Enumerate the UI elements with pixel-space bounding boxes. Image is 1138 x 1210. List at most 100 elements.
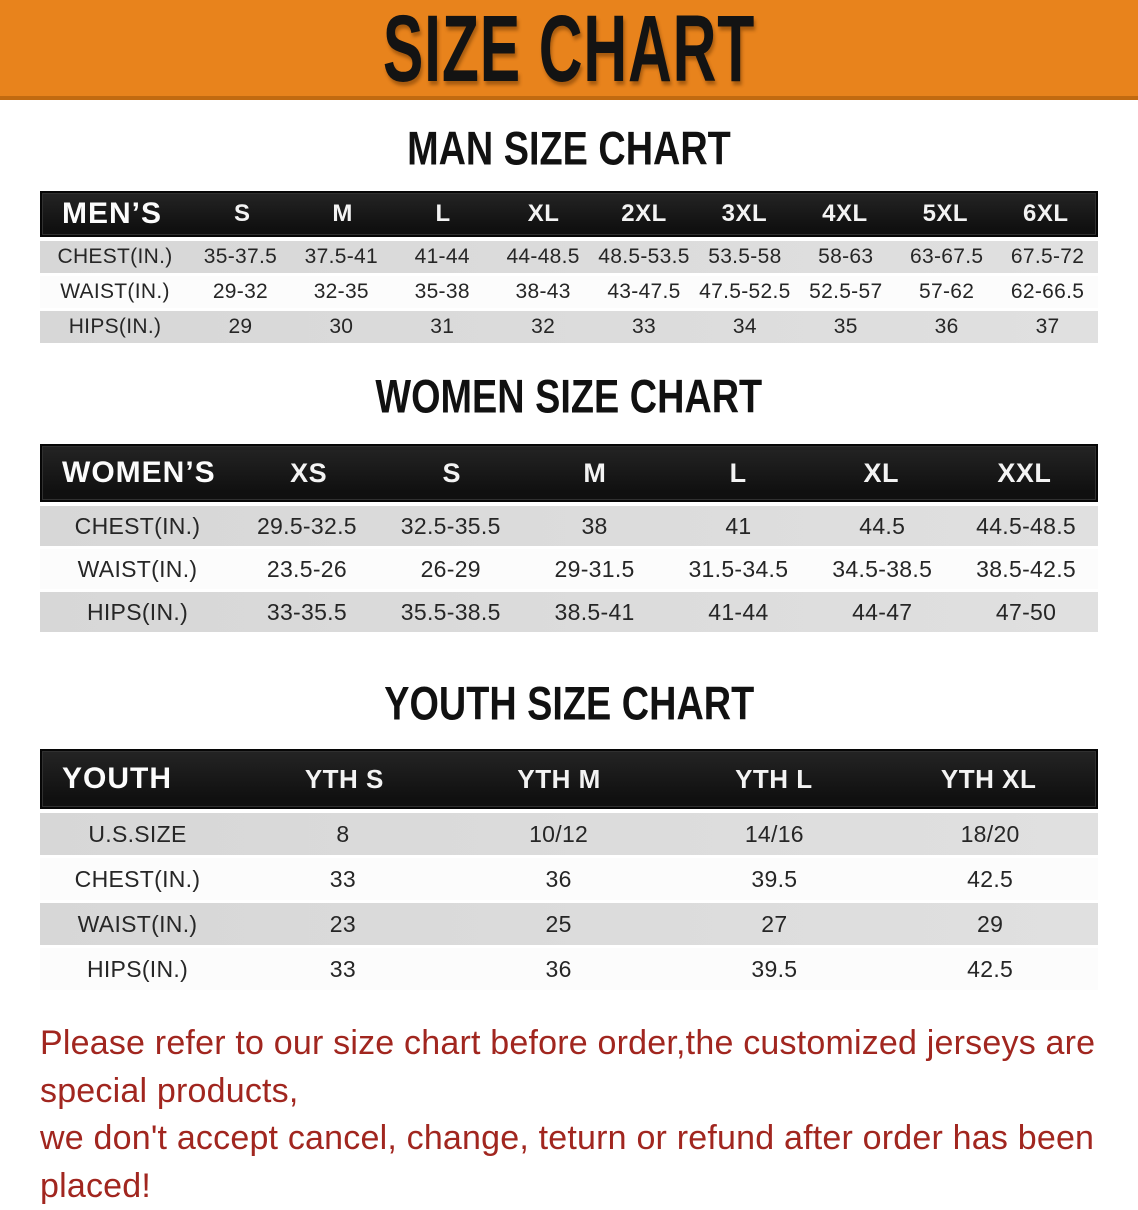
size-value-cell: 39.5 (751, 865, 798, 892)
size-value-cell: 38.5-42.5 (976, 555, 1077, 582)
section-women: WOMEN SIZE CHART WOMEN’S XS S M L XL XXL CHEST(… (0, 370, 1138, 632)
size-value-cell: 32 (531, 315, 556, 338)
size-value-cell: 44-47 (852, 598, 913, 625)
size-value-cell: 41-44 (708, 598, 769, 625)
measure-label: WAIST(IN.) (77, 555, 198, 582)
size-value-cell: 44.5-48.5 (976, 512, 1077, 539)
size-value-cell: 23.5-26 (266, 555, 347, 582)
size-column-header: XL (527, 200, 560, 227)
measure-label: HIPS(IN.) (86, 598, 189, 625)
size-column-header: 2XL (621, 200, 667, 227)
size-column-header: S (233, 200, 251, 227)
men-size-table: MEN’S S M L XL 2XL 3XL 4XL 5XL 6XL CHEST(IN.) 35-37… (40, 191, 1098, 343)
size-value-cell: 27 (761, 910, 788, 937)
size-value-cell: 29.5-32.5 (256, 512, 357, 539)
size-value-cell: 47.5-52.5 (699, 280, 791, 303)
table-row: CHEST(IN.) 33 36 39.5 42.5 (40, 858, 1098, 900)
size-value-cell: 10/12 (529, 820, 589, 847)
measure-label: WAIST(IN.) (60, 280, 170, 303)
table-group-label: WOMEN’S (62, 456, 216, 489)
table-row: U.S.SIZE 8 10/12 14/16 18/20 (40, 813, 1098, 855)
table-header-row: YOUTH YTH S YTH M YTH L YTH XL (40, 749, 1098, 809)
table-header-row: WOMEN’S XS S M L XL XXL (40, 444, 1098, 502)
size-value-cell: 31.5-34.5 (688, 555, 789, 582)
size-column-header: 6XL (1023, 200, 1069, 227)
heading-women-size-chart: WOMEN SIZE CHART (0, 370, 1138, 424)
measure-label: CHEST(IN.) (74, 512, 201, 539)
size-value-cell: 23 (329, 910, 356, 937)
size-value-cell: 32-35 (313, 280, 369, 303)
size-column-header: YTH XL (940, 763, 1037, 794)
size-column-header: L (435, 200, 451, 227)
size-value-cell: 42.5 (967, 865, 1014, 892)
size-value-cell: 36 (545, 955, 572, 982)
section-heading-text: YOUTH SIZE CHART (383, 677, 754, 731)
table-row: CHEST(IN.) 29.5-32.5 32.5-35.5 38 41 44.5 44.5… (40, 506, 1098, 546)
size-value-cell: 42.5 (967, 955, 1014, 982)
size-column-header: M (332, 200, 353, 227)
size-column-header: XS (290, 457, 328, 488)
disclaimer-line-1: Please refer to our size chart before or… (40, 1024, 1096, 1110)
size-value-cell: 35.5-38.5 (400, 598, 501, 625)
size-value-cell: 29-32 (212, 280, 269, 303)
size-column-header: M (583, 457, 607, 488)
size-column-header: XL (863, 457, 899, 488)
size-value-cell: 26-29 (420, 555, 481, 582)
size-value-cell: 31 (430, 315, 455, 338)
measure-label: WAIST(IN.) (77, 910, 198, 937)
size-value-cell: 29 (977, 910, 1004, 937)
size-value-cell: 44.5 (859, 512, 906, 539)
size-value-cell: 14/16 (744, 820, 804, 847)
size-value-cell: 35-37.5 (203, 245, 278, 268)
size-column-header: YTH S (304, 763, 384, 794)
size-value-cell: 38.5-41 (554, 598, 635, 625)
size-value-cell: 25 (545, 910, 572, 937)
section-youth: YOUTH SIZE CHART YOUTH YTH S YTH M YTH L YTH… (0, 677, 1138, 990)
disclaimer: Please refer to our size chart before or… (40, 1020, 1118, 1210)
size-value-cell: 48.5-53.5 (598, 245, 690, 268)
heading-youth-size-chart: YOUTH SIZE CHART (0, 677, 1138, 731)
size-column-header: YTH M (517, 763, 601, 794)
banner: SIZE CHART (0, 0, 1138, 102)
section-heading-text: WOMEN SIZE CHART (375, 370, 763, 424)
women-size-table: WOMEN’S XS S M L XL XXL CHEST(IN.) 29.5-32.5 32.5… (40, 444, 1098, 632)
measure-label: HIPS(IN.) (86, 955, 189, 982)
disclaimer-line-2: we don't accept cancel, change, teturn o… (40, 1119, 1095, 1205)
table-group-label: MEN’S (62, 197, 163, 230)
size-column-header: YTH L (735, 763, 813, 794)
measure-label: CHEST(IN.) (74, 865, 201, 892)
table-header-row: MEN’S S M L XL 2XL 3XL 4XL 5XL 6XL (40, 191, 1098, 237)
size-value-cell: 58-63 (818, 245, 874, 268)
size-value-cell: 37 (1035, 315, 1060, 338)
table-row: WAIST(IN.) 29-32 32-35 35-38 38-43 43-47.5 47.… (40, 276, 1098, 308)
table-row: CHEST(IN.) 35-37.5 37.5-41 41-44 44-48.5 48.5… (40, 241, 1098, 273)
section-men: MAN SIZE CHART MEN’S S M L XL 2XL 3XL 4XL 5XL 6XL… (0, 123, 1138, 343)
youth-size-table: YOUTH YTH S YTH M YTH L YTH XL U.S.SIZE 8 10/12… (40, 749, 1098, 990)
size-value-cell: 29-31.5 (554, 555, 635, 582)
table-row: WAIST(IN.) 23.5-26 26-29 29-31.5 31.5-34.5 34… (40, 549, 1098, 589)
size-value-cell: 32.5-35.5 (400, 512, 501, 539)
heading-man-size-chart: MAN SIZE CHART (0, 123, 1138, 176)
size-value-cell: 34 (732, 315, 757, 338)
page-title: SIZE CHART (382, 0, 756, 102)
size-value-cell: 37.5-41 (304, 245, 378, 268)
size-value-cell: 38 (581, 512, 608, 539)
size-column-header: 5XL (922, 200, 969, 227)
size-value-cell: 18/20 (960, 820, 1020, 847)
size-value-cell: 62-66.5 (1010, 280, 1085, 303)
size-value-cell: 36 (934, 315, 959, 338)
size-column-header: S (442, 457, 461, 488)
size-column-header: 3XL (721, 200, 768, 227)
size-value-cell: 35 (833, 315, 858, 338)
measure-label: U.S.SIZE (88, 820, 187, 847)
table-row: HIPS(IN.) 33-35.5 35.5-38.5 38.5-41 41-44 44-… (40, 592, 1098, 632)
size-value-cell: 52.5-57 (809, 280, 883, 303)
measure-label: HIPS(IN.) (68, 315, 162, 338)
size-value-cell: 30 (329, 315, 354, 338)
size-value-cell: 29 (228, 315, 253, 338)
table-row: HIPS(IN.) 33 36 39.5 42.5 (40, 948, 1098, 990)
size-value-cell: 67.5-72 (1010, 245, 1085, 268)
size-value-cell: 43-47.5 (607, 280, 681, 303)
size-value-cell: 33 (632, 315, 656, 338)
